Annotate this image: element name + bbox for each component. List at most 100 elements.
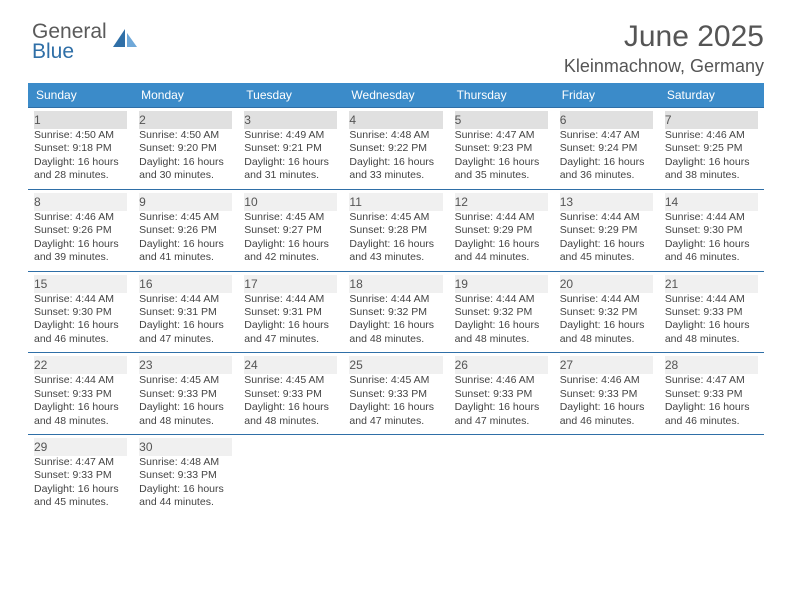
sunset-line: Sunset: 9:27 PM <box>244 224 337 237</box>
daylight-line-2: and 46 minutes. <box>665 251 758 264</box>
daylight-line-2: and 48 minutes. <box>560 333 653 346</box>
day-cell: 17Sunrise: 4:44 AMSunset: 9:31 PMDayligh… <box>238 272 343 353</box>
daylight-line-1: Daylight: 16 hours <box>455 238 548 251</box>
day-cell: 23Sunrise: 4:45 AMSunset: 9:33 PMDayligh… <box>133 353 238 434</box>
daylight-line-1: Daylight: 16 hours <box>244 401 337 414</box>
day-cell: 15Sunrise: 4:44 AMSunset: 9:30 PMDayligh… <box>28 272 133 353</box>
daylight-line-1: Daylight: 16 hours <box>34 238 127 251</box>
sunset-line: Sunset: 9:33 PM <box>349 388 442 401</box>
daylight-line-1: Daylight: 16 hours <box>34 401 127 414</box>
daylight-line-2: and 47 minutes. <box>455 415 548 428</box>
day-cell: 9Sunrise: 4:45 AMSunset: 9:26 PMDaylight… <box>133 190 238 271</box>
sunrise-line: Sunrise: 4:50 AM <box>139 129 232 142</box>
page-root: General Blue June 2025 Kleinmachnow, Ger… <box>0 0 792 612</box>
daylight-line-1: Daylight: 16 hours <box>665 401 758 414</box>
daylight-line-2: and 31 minutes. <box>244 169 337 182</box>
sunset-line: Sunset: 9:25 PM <box>665 142 758 155</box>
daylight-line-2: and 45 minutes. <box>34 496 127 509</box>
day-cell: 6Sunrise: 4:47 AMSunset: 9:24 PMDaylight… <box>554 108 659 189</box>
day-number: 29 <box>34 438 127 456</box>
sunset-line: Sunset: 9:33 PM <box>139 388 232 401</box>
daylight-line-2: and 35 minutes. <box>455 169 548 182</box>
sunrise-line: Sunrise: 4:44 AM <box>665 293 758 306</box>
day-cell: 5Sunrise: 4:47 AMSunset: 9:23 PMDaylight… <box>449 108 554 189</box>
day-number: 9 <box>139 193 232 211</box>
week-row: 15Sunrise: 4:44 AMSunset: 9:30 PMDayligh… <box>28 271 764 353</box>
day-body: Sunrise: 4:44 AMSunset: 9:29 PMDaylight:… <box>560 211 653 265</box>
sunset-line: Sunset: 9:32 PM <box>455 306 548 319</box>
daylight-line-2: and 28 minutes. <box>34 169 127 182</box>
sunrise-line: Sunrise: 4:45 AM <box>349 211 442 224</box>
daylight-line-1: Daylight: 16 hours <box>560 156 653 169</box>
sunrise-line: Sunrise: 4:44 AM <box>560 211 653 224</box>
sunset-line: Sunset: 9:32 PM <box>349 306 442 319</box>
day-cell <box>659 435 764 516</box>
day-number: 11 <box>349 193 442 211</box>
day-body: Sunrise: 4:45 AMSunset: 9:33 PMDaylight:… <box>139 374 232 428</box>
daylight-line-1: Daylight: 16 hours <box>139 401 232 414</box>
daylight-line-2: and 48 minutes. <box>34 415 127 428</box>
daylight-line-1: Daylight: 16 hours <box>665 319 758 332</box>
daylight-line-2: and 39 minutes. <box>34 251 127 264</box>
day-number: 27 <box>560 356 653 374</box>
day-body: Sunrise: 4:46 AMSunset: 9:33 PMDaylight:… <box>455 374 548 428</box>
sunset-line: Sunset: 9:21 PM <box>244 142 337 155</box>
day-body: Sunrise: 4:44 AMSunset: 9:32 PMDaylight:… <box>349 293 442 347</box>
day-number: 30 <box>139 438 232 456</box>
day-body: Sunrise: 4:48 AMSunset: 9:22 PMDaylight:… <box>349 129 442 183</box>
weekday-header-cell: Tuesday <box>238 83 343 107</box>
sunset-line: Sunset: 9:33 PM <box>455 388 548 401</box>
day-body: Sunrise: 4:45 AMSunset: 9:27 PMDaylight:… <box>244 211 337 265</box>
sunset-line: Sunset: 9:28 PM <box>349 224 442 237</box>
sunset-line: Sunset: 9:33 PM <box>560 388 653 401</box>
day-number: 15 <box>34 275 127 293</box>
day-body: Sunrise: 4:44 AMSunset: 9:33 PMDaylight:… <box>34 374 127 428</box>
day-body: Sunrise: 4:46 AMSunset: 9:25 PMDaylight:… <box>665 129 758 183</box>
sunrise-line: Sunrise: 4:45 AM <box>244 211 337 224</box>
daylight-line-1: Daylight: 16 hours <box>139 319 232 332</box>
day-number: 17 <box>244 275 337 293</box>
daylight-line-2: and 48 minutes. <box>665 333 758 346</box>
day-number: 12 <box>455 193 548 211</box>
day-number: 16 <box>139 275 232 293</box>
day-number: 13 <box>560 193 653 211</box>
day-body: Sunrise: 4:45 AMSunset: 9:28 PMDaylight:… <box>349 211 442 265</box>
day-cell: 1Sunrise: 4:50 AMSunset: 9:18 PMDaylight… <box>28 108 133 189</box>
sunset-line: Sunset: 9:29 PM <box>560 224 653 237</box>
sunrise-line: Sunrise: 4:45 AM <box>349 374 442 387</box>
daylight-line-1: Daylight: 16 hours <box>34 483 127 496</box>
day-number: 18 <box>349 275 442 293</box>
day-cell <box>554 435 659 516</box>
day-cell <box>238 435 343 516</box>
day-body: Sunrise: 4:46 AMSunset: 9:26 PMDaylight:… <box>34 211 127 265</box>
sunrise-line: Sunrise: 4:44 AM <box>139 293 232 306</box>
sunrise-line: Sunrise: 4:48 AM <box>139 456 232 469</box>
sunrise-line: Sunrise: 4:48 AM <box>349 129 442 142</box>
week-row: 22Sunrise: 4:44 AMSunset: 9:33 PMDayligh… <box>28 352 764 434</box>
daylight-line-1: Daylight: 16 hours <box>560 238 653 251</box>
daylight-line-2: and 48 minutes. <box>139 415 232 428</box>
sunrise-line: Sunrise: 4:46 AM <box>665 129 758 142</box>
daylight-line-2: and 48 minutes. <box>455 333 548 346</box>
sunset-line: Sunset: 9:33 PM <box>139 469 232 482</box>
daylight-line-1: Daylight: 16 hours <box>349 238 442 251</box>
sunset-line: Sunset: 9:26 PM <box>34 224 127 237</box>
day-number: 1 <box>34 111 127 129</box>
day-cell: 16Sunrise: 4:44 AMSunset: 9:31 PMDayligh… <box>133 272 238 353</box>
sunset-line: Sunset: 9:31 PM <box>139 306 232 319</box>
day-cell: 28Sunrise: 4:47 AMSunset: 9:33 PMDayligh… <box>659 353 764 434</box>
sunrise-line: Sunrise: 4:44 AM <box>455 293 548 306</box>
day-cell: 4Sunrise: 4:48 AMSunset: 9:22 PMDaylight… <box>343 108 448 189</box>
sunrise-line: Sunrise: 4:44 AM <box>665 211 758 224</box>
daylight-line-1: Daylight: 16 hours <box>560 319 653 332</box>
sunrise-line: Sunrise: 4:46 AM <box>455 374 548 387</box>
sunrise-line: Sunrise: 4:44 AM <box>34 293 127 306</box>
day-number: 26 <box>455 356 548 374</box>
daylight-line-1: Daylight: 16 hours <box>455 319 548 332</box>
day-cell: 18Sunrise: 4:44 AMSunset: 9:32 PMDayligh… <box>343 272 448 353</box>
sunset-line: Sunset: 9:30 PM <box>34 306 127 319</box>
sunrise-line: Sunrise: 4:45 AM <box>244 374 337 387</box>
day-cell <box>449 435 554 516</box>
daylight-line-2: and 48 minutes. <box>244 415 337 428</box>
day-number: 22 <box>34 356 127 374</box>
